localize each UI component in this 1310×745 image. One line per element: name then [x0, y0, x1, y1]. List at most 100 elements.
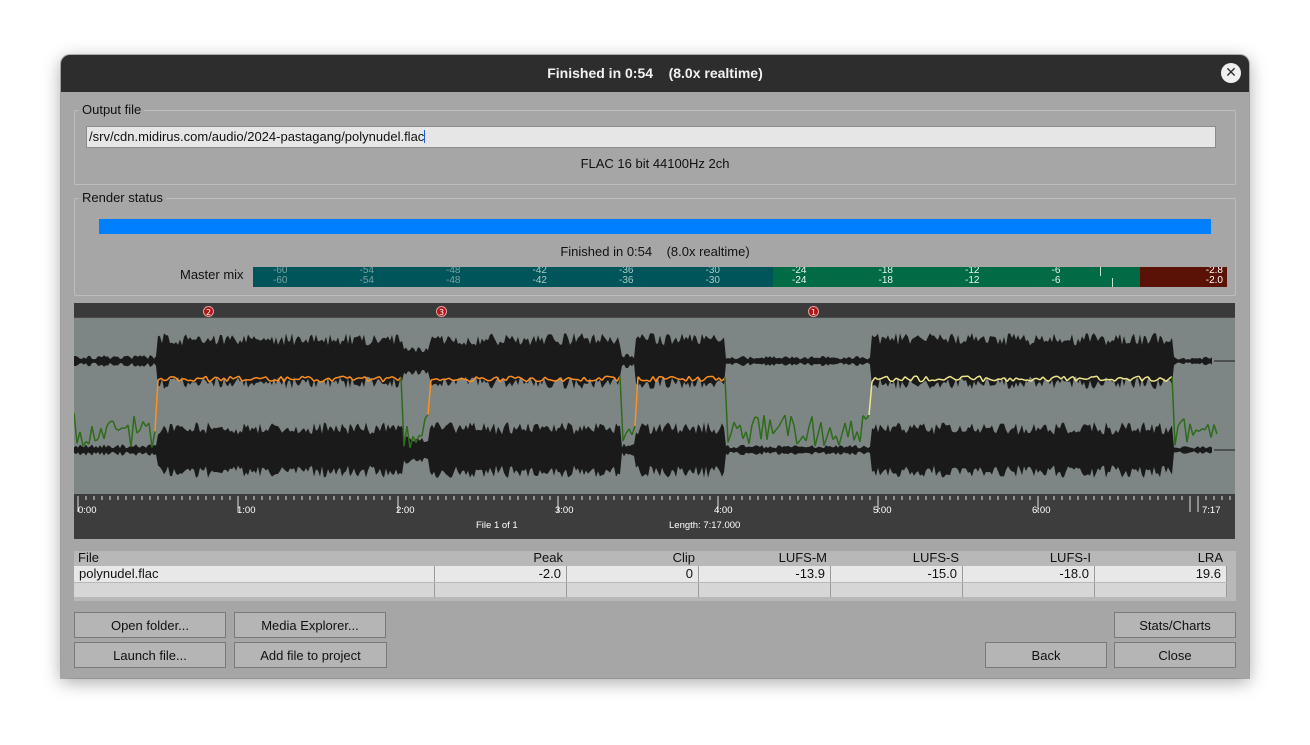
loudness-segment: [880, 376, 885, 380]
loudness-segment: [148, 422, 153, 448]
loudness-segment: [493, 376, 498, 379]
launch-file-button[interactable]: Launch file...: [74, 642, 226, 668]
loudness-curve: [74, 375, 1218, 448]
loudness-segment: [580, 376, 585, 382]
loudness-segment: [826, 427, 831, 438]
loudness-segment: [298, 375, 303, 381]
loudness-segment: [352, 378, 357, 382]
loudness-segment: [358, 377, 363, 380]
loudness-segment: [817, 422, 822, 435]
loudness-segment: [952, 377, 957, 381]
add-file-to-project-button[interactable]: Add file to project: [234, 642, 387, 668]
loudness-segment: [205, 375, 210, 383]
marker-1[interactable]: 1: [808, 306, 819, 317]
meter-tick-label: -18: [878, 267, 893, 276]
loudness-segment: [406, 425, 411, 448]
loudness-segment: [766, 419, 771, 440]
loudness-segment: [283, 376, 288, 383]
loudness-segment: [895, 377, 900, 381]
loudness-segment: [985, 376, 990, 380]
loudness-segment: [538, 379, 543, 383]
loudness-segment: [232, 376, 237, 380]
window-title: Finished in 0:54 (8.0x realtime): [61, 55, 1249, 92]
loudness-segment: [499, 378, 504, 383]
loudness-segment: [157, 377, 162, 381]
loudness-segment: [955, 378, 960, 381]
output-file-group: [74, 110, 1236, 185]
loudness-segment: [595, 377, 600, 381]
open-folder-button[interactable]: Open folder...: [74, 612, 226, 638]
loudness-segment: [127, 424, 132, 447]
loudness-segment: [1000, 376, 1005, 381]
loudness-segment: [271, 379, 276, 382]
loudness-segment: [742, 431, 747, 440]
loudness-segment: [469, 380, 474, 383]
render-progress-bar: [99, 219, 1211, 234]
loudness-segment: [229, 375, 234, 380]
col-header-lra[interactable]: LRA: [1197, 550, 1223, 565]
loudness-segment: [361, 375, 366, 379]
meter-tick-label: -6: [1051, 267, 1061, 276]
loudness-segment: [514, 376, 519, 380]
close-icon[interactable]: ✕: [1221, 63, 1241, 83]
loudness-segment: [799, 435, 804, 441]
meter-mid-segment: [773, 267, 1140, 287]
loudness-segment: [496, 376, 501, 383]
empty-cell: [435, 583, 567, 597]
col-header-file[interactable]: File: [78, 550, 99, 565]
loudness-segment: [1171, 376, 1176, 446]
meter-tick-label: -24: [792, 275, 807, 286]
loudness-segment: [208, 379, 213, 383]
back-button[interactable]: Back: [985, 642, 1107, 668]
waveform-panel[interactable]: 2 3 1 0:00 1:00 2:00 3:00 4:00 5:00 6:00 7:17 F…: [74, 303, 1235, 539]
loudness-segment: [154, 379, 159, 432]
empty-cell: [831, 583, 963, 597]
loudness-segment: [391, 376, 396, 379]
close-button[interactable]: Close: [1114, 642, 1236, 668]
col-header-lufs-i[interactable]: LUFS-I: [1049, 550, 1091, 565]
loudness-segment: [481, 376, 486, 380]
loudness-segment: [622, 433, 627, 442]
loudness-segment: [1123, 377, 1128, 380]
loudness-segment: [919, 380, 924, 383]
loudness-segment: [1129, 377, 1134, 382]
stats-charts-button[interactable]: Stats/Charts: [1114, 612, 1236, 638]
loudness-segment: [256, 377, 261, 380]
col-header-peak[interactable]: Peak: [533, 550, 563, 565]
loudness-segment: [874, 376, 879, 381]
meter-tick-label: -48: [446, 267, 461, 276]
loudness-segment: [373, 376, 378, 380]
loudness-segment: [862, 415, 867, 420]
media-explorer-button[interactable]: Media Explorer...: [234, 612, 386, 638]
col-header-clip[interactable]: Clip: [672, 550, 695, 565]
loudness-segment: [778, 420, 783, 427]
loudness-segment: [319, 380, 324, 383]
loudness-segment: [1081, 377, 1086, 381]
marker-2[interactable]: 2: [203, 306, 214, 317]
loudness-segment: [811, 416, 816, 447]
marker-3[interactable]: 3: [436, 306, 447, 317]
loudness-segment: [1207, 424, 1212, 438]
loudness-segment: [901, 376, 906, 382]
loudness-segment: [415, 435, 420, 443]
loudness-segment: [502, 378, 507, 382]
col-header-lufs-s[interactable]: LUFS-S: [912, 550, 959, 565]
loudness-segment: [439, 378, 444, 382]
loudness-segment: [829, 427, 834, 440]
col-header-lufs-m[interactable]: LUFS-M: [778, 550, 827, 565]
loudness-segment: [88, 426, 93, 445]
loudness-segment: [463, 378, 468, 381]
loudness-segment: [421, 418, 426, 437]
output-path-field[interactable]: /srv/cdn.midirus.com/audio/2024-pastagan…: [86, 126, 1216, 148]
loudness-segment: [793, 425, 798, 445]
loudness-segment: [625, 428, 630, 434]
loudness-segment: [784, 415, 789, 436]
loudness-segment: [805, 426, 810, 442]
loudness-segment: [910, 375, 915, 382]
meter-tick-label: -18: [878, 275, 893, 286]
loudness-segment: [643, 379, 648, 382]
loudness-segment: [691, 379, 696, 382]
loudness-segment: [1132, 376, 1137, 379]
loudness-segment: [175, 377, 180, 382]
loudness-segment: [853, 431, 858, 441]
